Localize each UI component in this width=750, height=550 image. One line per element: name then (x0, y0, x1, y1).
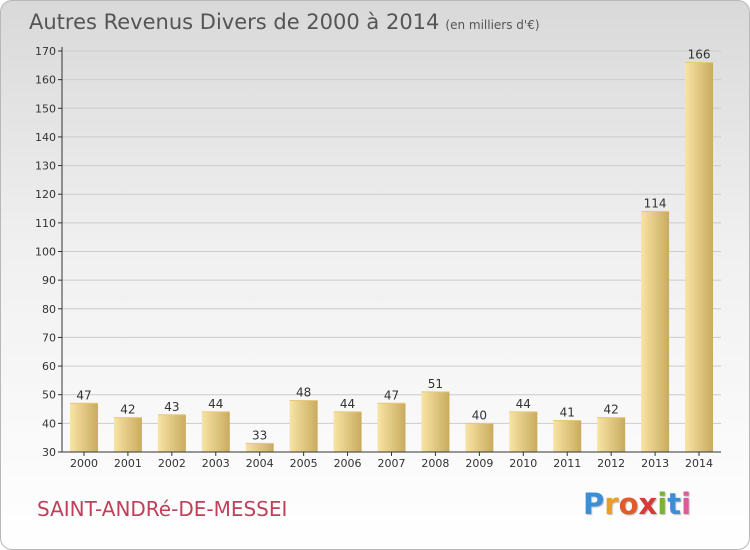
y-tick-label: 40 (42, 417, 56, 430)
data-label: 47 (76, 388, 91, 402)
x-tick-label: 2004 (246, 457, 274, 470)
data-label: 47 (384, 388, 399, 402)
logo-letter: x (638, 487, 658, 521)
y-tick-label: 170 (35, 45, 56, 58)
data-label: 33 (252, 428, 267, 442)
bar (553, 420, 582, 452)
title-text: Autres Revenus Divers de 2000 à 2014 (29, 10, 440, 34)
bar (421, 391, 450, 452)
logo-letter: r (604, 487, 619, 521)
data-label: 41 (560, 405, 575, 419)
y-tick-label: 60 (42, 360, 56, 373)
y-tick-label: 160 (35, 74, 56, 87)
bar (597, 417, 626, 452)
bar (333, 411, 362, 452)
logo-letter: o (618, 487, 639, 521)
data-label: 42 (120, 403, 135, 417)
bar (465, 423, 494, 452)
grid (62, 50, 721, 424)
bar (509, 411, 538, 452)
commune-name: SAINT-ANDRé-DE-MESSEI (37, 497, 288, 521)
bar (69, 403, 98, 452)
y-tick-label: 110 (35, 217, 56, 230)
x-tick-label: 2003 (202, 457, 230, 470)
x-tick-label: 2005 (290, 457, 318, 470)
data-label: 114 (644, 196, 667, 210)
logo-letter: i (681, 487, 692, 521)
data-label: 44 (340, 397, 355, 411)
x-tick-label: 2009 (465, 457, 493, 470)
bar (201, 411, 230, 452)
bar (377, 403, 406, 452)
x-tick-label: 2012 (597, 457, 625, 470)
y-tick-label: 120 (35, 188, 56, 201)
bar (289, 400, 318, 452)
logo-letter: P (583, 487, 605, 521)
x-tick-label: 2011 (553, 457, 581, 470)
y-tick-label: 140 (35, 131, 56, 144)
y-tick-label: 90 (42, 274, 56, 287)
x-tick-label: 2007 (378, 457, 406, 470)
x-tick-label: 2008 (421, 457, 449, 470)
x-tick-label: 2002 (158, 457, 186, 470)
y-tick-label: 80 (42, 303, 56, 316)
logo-letter: t (667, 487, 682, 521)
data-labels: 47 42 43 44 33 48 44 47 51 40 44 41 42 114 166 (76, 47, 710, 442)
x-tick-label: 2014 (685, 457, 713, 470)
bar (245, 443, 274, 452)
chart-title: Autres Revenus Divers de 2000 à 2014 (en … (29, 10, 540, 34)
data-label: 43 (164, 400, 179, 414)
x-tick-label: 2000 (70, 457, 98, 470)
title-unit: (en milliers d'€) (445, 18, 540, 32)
data-label: 44 (516, 397, 531, 411)
data-label: 48 (296, 385, 311, 399)
data-label: 51 (428, 377, 443, 391)
bars (69, 61, 714, 452)
proxiti-logo[interactable]: Proxiti (583, 487, 691, 521)
x-tick-label: 2001 (114, 457, 142, 470)
x-tick-label: 2006 (334, 457, 362, 470)
axes: 30 40 50 60 70 80 90 100 110 120 130 140 150 160 170 20… (35, 45, 721, 470)
data-label: 42 (604, 403, 619, 417)
y-tick-label: 50 (42, 389, 56, 402)
bar (157, 414, 186, 452)
x-tick-label: 2013 (641, 457, 669, 470)
data-label: 44 (208, 397, 223, 411)
y-tick-label: 130 (35, 160, 56, 173)
bar (685, 62, 714, 452)
y-tick-label: 100 (35, 246, 56, 259)
bar (641, 211, 670, 452)
y-tick-label: 150 (35, 102, 56, 115)
y-tick-label: 30 (42, 446, 56, 459)
bar (113, 417, 142, 452)
y-tick-label: 70 (42, 331, 56, 344)
x-tick-label: 2010 (509, 457, 537, 470)
data-label: 166 (688, 47, 711, 61)
data-label: 40 (472, 408, 487, 422)
logo-letter: i (657, 487, 668, 521)
